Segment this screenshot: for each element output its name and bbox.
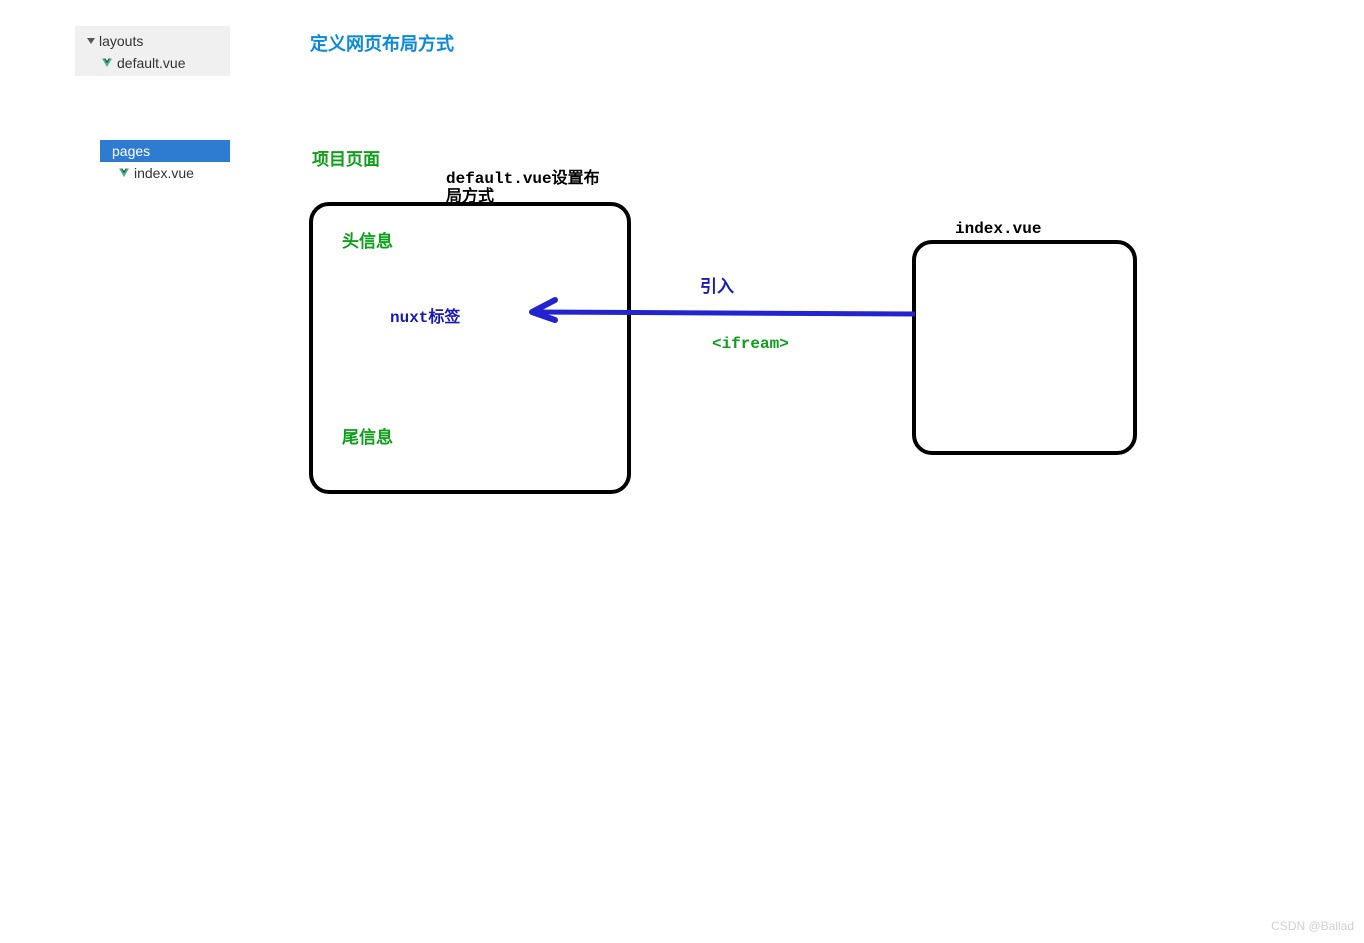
iframe-label: <ifream> <box>712 335 789 353</box>
vue-icon <box>118 167 130 179</box>
default-vue-file-row[interactable]: default.vue <box>83 52 222 74</box>
page-title: 定义网页布局方式 <box>310 30 454 56</box>
default-vue-layout-label: default.vue设置布局方式 <box>446 170 606 206</box>
layouts-folder-label: layouts <box>99 33 143 49</box>
watermark: CSDN @Ballad <box>1271 919 1354 933</box>
nuxt-tag-label: nuxt标签 <box>390 303 460 327</box>
header-label: 头信息 <box>342 227 393 252</box>
layouts-panel: layouts default.vue <box>75 26 230 76</box>
import-arrow <box>520 290 920 330</box>
default-vue-file-label: default.vue <box>117 55 186 71</box>
index-vue-file-label: index.vue <box>134 165 194 181</box>
pages-panel: pages index.vue <box>100 140 230 184</box>
index-vue-file-row[interactable]: index.vue <box>100 162 230 184</box>
index-vue-label: index.vue <box>955 220 1041 238</box>
pages-folder-row[interactable]: pages <box>100 140 230 162</box>
footer-label: 尾信息 <box>342 423 393 448</box>
project-page-label: 项目页面 <box>312 145 380 170</box>
vue-icon <box>101 57 113 69</box>
triangle-down-icon <box>87 38 95 44</box>
layouts-folder-row[interactable]: layouts <box>83 30 222 52</box>
pages-folder-label: pages <box>112 143 150 159</box>
index-vue-box <box>912 240 1137 455</box>
